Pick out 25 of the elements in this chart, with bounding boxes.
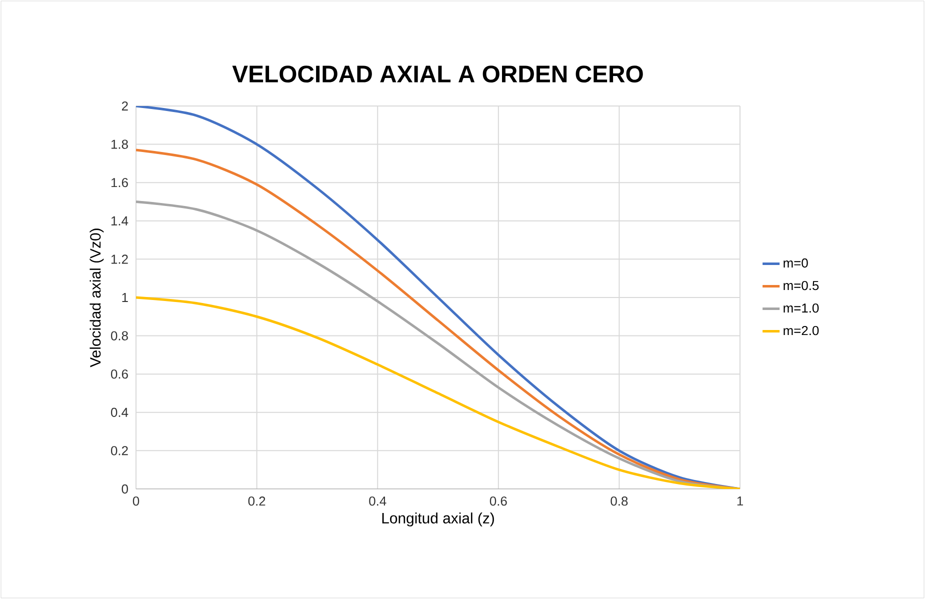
x-tick-label: 1 — [737, 496, 743, 506]
legend-label: m=2.0 — [784, 326, 819, 336]
x-tick-label: 0.6 — [490, 496, 507, 506]
legend-label: m=0.5 — [784, 280, 819, 290]
y-tick-label: 0.6 — [110, 369, 128, 379]
legend-label: m=1.0 — [784, 303, 819, 313]
x-axis-title: Longitud axial (z) — [382, 512, 494, 526]
y-tick-label: 0.8 — [110, 331, 128, 340]
y-tick-label: 1.2 — [111, 254, 128, 264]
x-tick-label: 0.4 — [369, 496, 386, 506]
y-tick-label: 2 — [122, 101, 128, 111]
y-tick-label: 1.8 — [111, 140, 128, 149]
x-tick-label: 0.8 — [610, 496, 628, 506]
x-tick-label: 0 — [132, 496, 140, 506]
y-tick-label: 1.4 — [111, 216, 128, 226]
y-tick-label: 0.2 — [110, 446, 128, 456]
line-series — [136, 296, 740, 489]
y-tick-label: 0.4 — [110, 408, 128, 417]
y-axis-title: Velocidad axial (Vz0) — [90, 228, 104, 368]
y-tick-label: 1.6 — [111, 178, 128, 188]
x-tick-label: 0.2 — [248, 496, 266, 506]
legend-label: m=0 — [784, 258, 808, 268]
y-tick-label: 0 — [122, 484, 128, 494]
chart-title: VELOCIDAD AXIAL A ORDEN CERO — [232, 66, 643, 82]
y-tick-label: 1 — [122, 293, 128, 302]
